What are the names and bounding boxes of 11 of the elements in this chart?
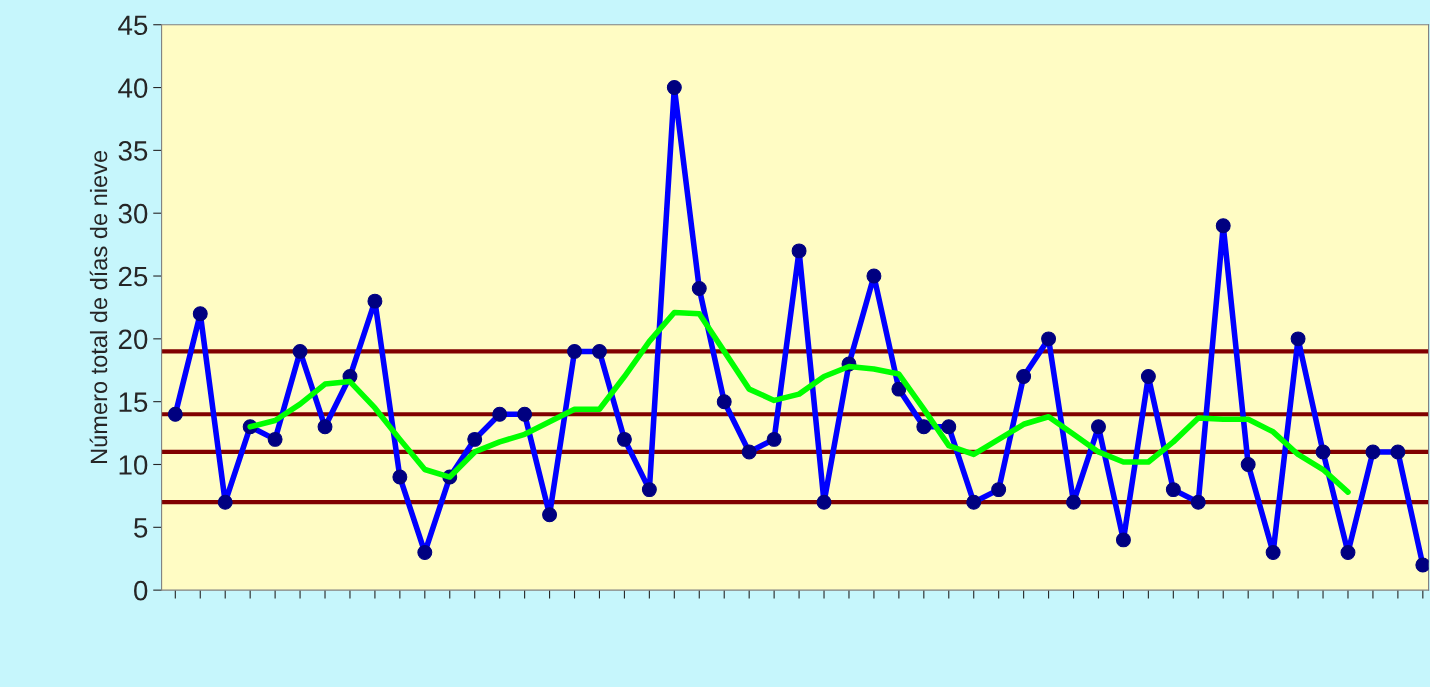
y-axis-title: Número total de días de nieve (89, 150, 108, 463)
y-tick-label: 35 (118, 141, 148, 161)
y-tick-label: 20 (118, 329, 148, 350)
y-tick-label: 10 (119, 455, 148, 475)
y-tick-label: 15 (119, 392, 148, 412)
y-tick-label: 25 (118, 266, 148, 287)
y-tick-label: 5 (134, 518, 148, 538)
y-tick-label: 40 (118, 78, 148, 98)
y-tick-label: 0 (134, 580, 148, 601)
y-tick-label: 30 (118, 203, 148, 224)
y-tick-label: 45 (118, 15, 148, 36)
